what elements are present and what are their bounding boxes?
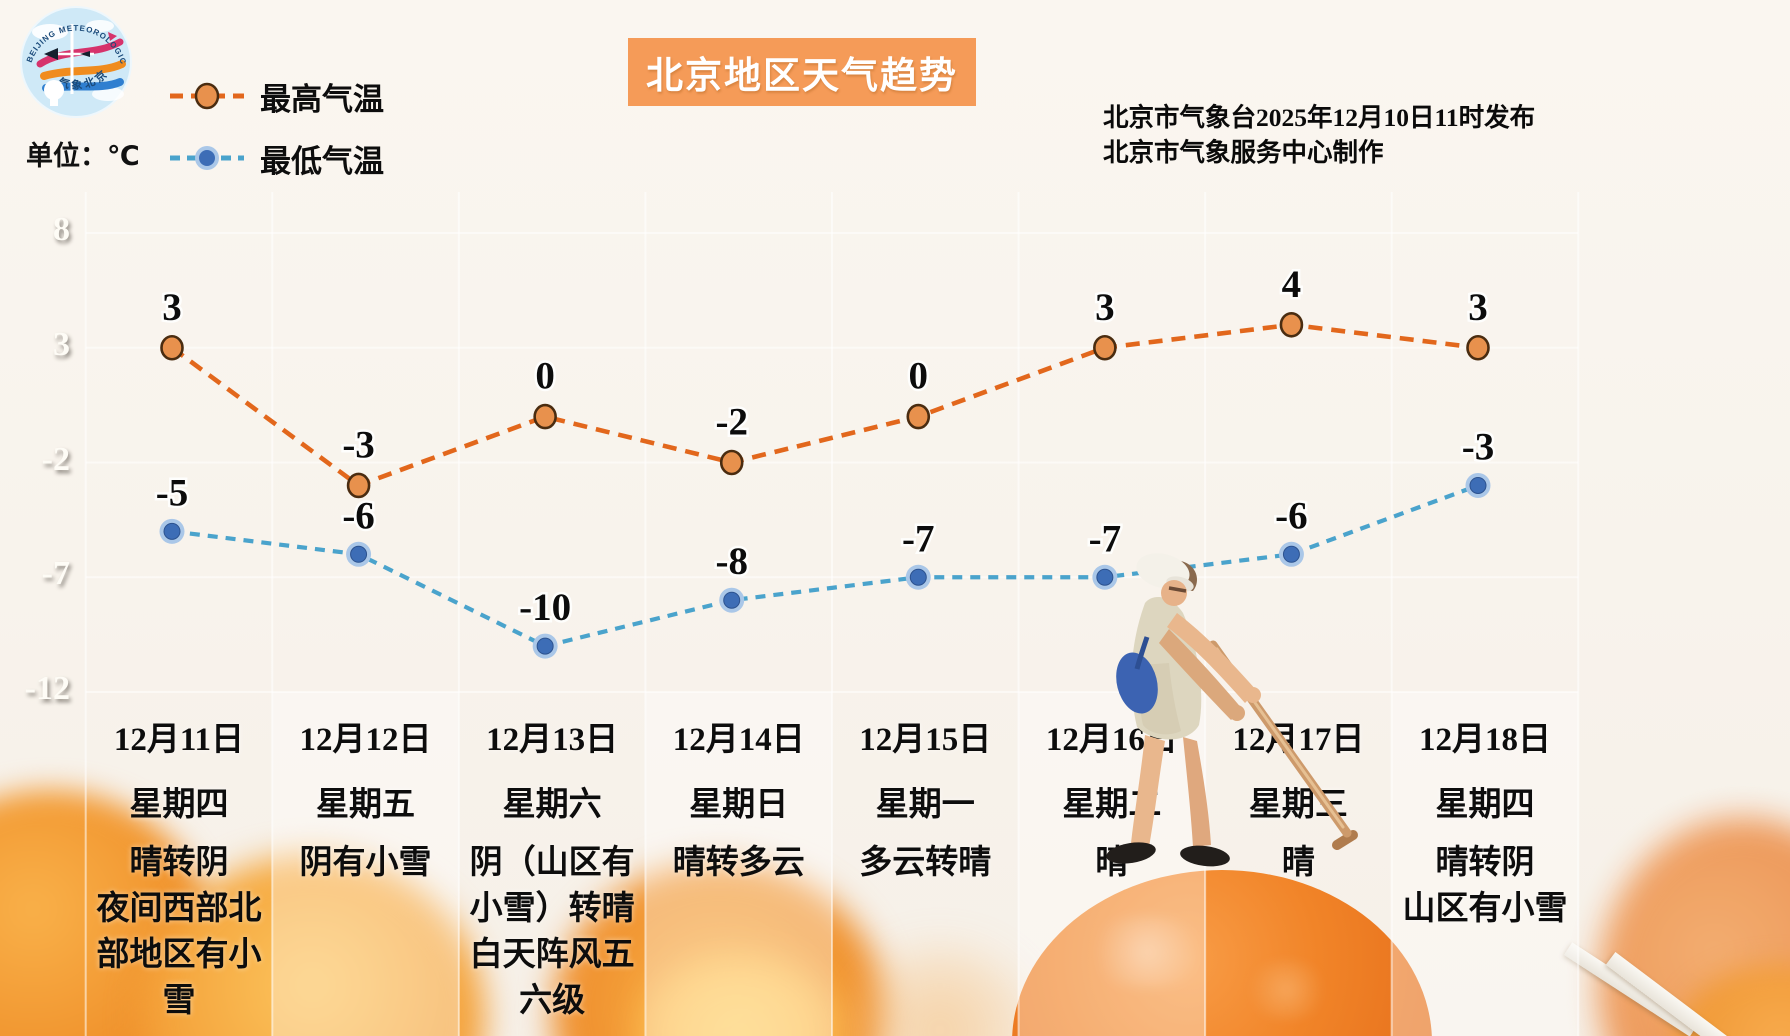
miniature-figurine [1106,553,1358,867]
day-column: 12月17日 星期三晴 [1205,712,1392,1036]
high-temp-value: 3 [1095,286,1115,329]
date-label: 12月11日 [113,722,245,758]
high-temp-value: -2 [715,401,748,444]
day-column: 12月15日 星期一多云转晴 [832,712,1019,1036]
high-temp-value: 3 [1468,286,1488,329]
y-tick-label: 3 [53,325,70,363]
high-temp-point [719,449,744,476]
date-label: 12月14日 [672,722,805,758]
date-label: 12月13日 [486,722,619,758]
low-temp-value: -10 [519,586,571,629]
date-label: 12月18日 [1418,722,1551,758]
low-temp-value: -3 [1462,425,1495,468]
high-temp-point [1279,311,1304,338]
low-temp-point [1469,476,1487,494]
weekday-label: 星期四 [1435,787,1535,823]
day-column: 12月18日 星期四晴转阴 山区有小雪 [1392,712,1579,1036]
date-label: 12月17日 [1232,722,1365,758]
low-temp-value: -8 [715,540,748,583]
day-column: 12月12日 星期五阴有小雪 [272,712,459,1036]
weather-description: 阴（山区有小雪）转晴 白天阵风五六级 [469,845,635,1019]
low-temp-point [350,545,368,563]
day-column: 12月14日 星期日晴转多云 [645,712,832,1036]
low-temp-value: -6 [1275,494,1308,537]
orange-highlight [1082,916,1212,988]
high-temp-value: 0 [535,355,555,398]
weather-description: 晴 [1281,845,1315,881]
high-temp-point [906,403,931,430]
weekday-label: 星期一 [875,787,975,823]
column-tint [1018,692,1206,1036]
weather-description: 晴转多云 [672,845,805,881]
low-temp-line [171,483,1479,649]
weekday-label: 星期四 [129,787,229,823]
day-column: 12月13日 星期六阴（山区有小雪）转晴 白天阵风五六级 [459,712,646,1036]
day-column: 12月11日 星期四晴转阴 夜间西部北部地区有小雪 [86,712,273,1036]
high-temp-point [346,472,371,499]
weekday-label: 星期五 [316,787,416,823]
low-temp-point [536,637,554,655]
weekday-label: 星期日 [689,787,789,823]
low-temp-point [723,591,741,609]
column-tint [645,692,832,1036]
high-temp-value: -3 [342,423,375,466]
weekday-label: 星期六 [502,787,602,823]
low-temp-value: -7 [902,517,935,560]
low-temp-point [1282,545,1300,563]
high-temp-value: 0 [909,355,929,398]
date-label: 12月15日 [859,722,992,758]
y-tick-label: -12 [24,670,70,707]
low-temp-value: -6 [342,494,375,537]
date-label: 12月12日 [299,722,432,758]
low-temp-value: -7 [1089,517,1122,560]
weather-description: 晴转阴 山区有小雪 [1402,845,1568,927]
low-temp-point [163,522,181,540]
y-tick-label: -2 [41,440,70,478]
column-tint [272,692,459,1036]
high-temp-point [160,334,184,361]
high-temp-value: 3 [162,286,182,329]
weather-description: 多云转晴 [859,845,992,881]
y-tick-label: -7 [41,555,70,593]
y-tick-label: 8 [53,211,70,248]
high-temp-point [1093,334,1117,361]
weather-description: 阴有小雪 [299,845,432,881]
orange-highlight [1242,960,1332,1020]
weather-description: 晴转阴 夜间西部北部地区有小雪 [96,845,262,1019]
high-temp-value: 4 [1282,263,1302,306]
high-temp-point [1466,334,1490,361]
low-temp-point [909,568,927,586]
low-temp-point [1096,568,1114,586]
high-temp-line [170,322,1479,489]
high-temp-point [533,403,557,430]
low-temp-value: -5 [156,471,189,514]
column-tint [1391,692,1579,1036]
